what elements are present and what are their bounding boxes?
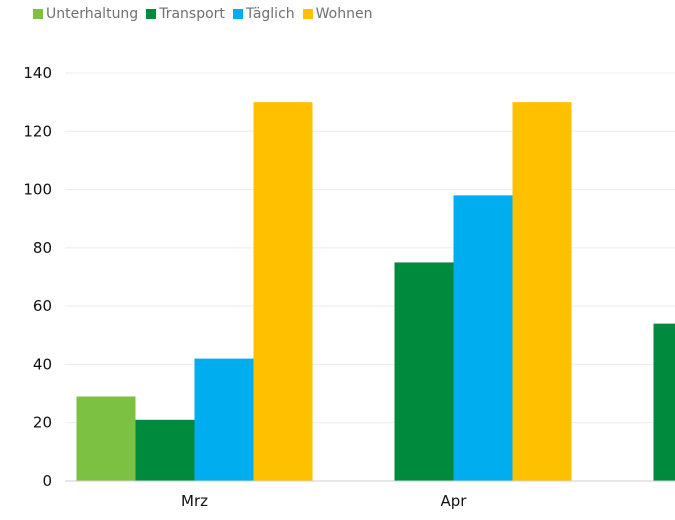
legend: Unterhaltung Transport Täglich Wohnen (33, 4, 380, 24)
legend-swatch (33, 9, 43, 19)
bar-t-glich (453, 195, 513, 481)
y-tick-label: 120 (23, 122, 52, 140)
gridlines (65, 72, 675, 424)
bar-transport (653, 323, 675, 481)
y-tick-label: 80 (33, 239, 52, 257)
legend-label: Täglich (245, 6, 295, 22)
legend-label: Wohnen (315, 6, 373, 22)
bar-wohnen (512, 102, 572, 482)
bar-unterhaltung (76, 396, 136, 481)
legend-swatch (302, 9, 313, 19)
bar-transport (394, 262, 454, 481)
legend-item: Täglich (232, 6, 295, 22)
legend-item: Wohnen (302, 6, 373, 22)
y-tick-label: 60 (33, 297, 52, 315)
y-tick-label: 20 (33, 414, 52, 432)
x-axis-ticks: Mrz Apr (181, 492, 467, 510)
y-tick-label: 100 (23, 181, 52, 199)
bar-t-glich (194, 358, 254, 481)
y-tick-label: 140 (23, 64, 52, 82)
x-tick-label: Apr (441, 492, 468, 510)
bar-transport (135, 419, 195, 481)
x-tick-label: Mrz (181, 492, 208, 510)
legend-swatch (232, 9, 243, 19)
bar-wohnen (253, 102, 313, 482)
y-tick-label: 0 (42, 472, 52, 490)
legend-item: Transport (146, 6, 225, 22)
legend-label: Transport (159, 6, 225, 22)
legend-swatch (146, 9, 157, 19)
y-axis-ticks: 0 20 40 60 80 100 120 140 (23, 64, 52, 490)
bars (76, 102, 675, 482)
y-tick-label: 40 (33, 355, 52, 373)
legend-item: Unterhaltung (33, 6, 138, 22)
legend-label: Unterhaltung (46, 6, 139, 22)
